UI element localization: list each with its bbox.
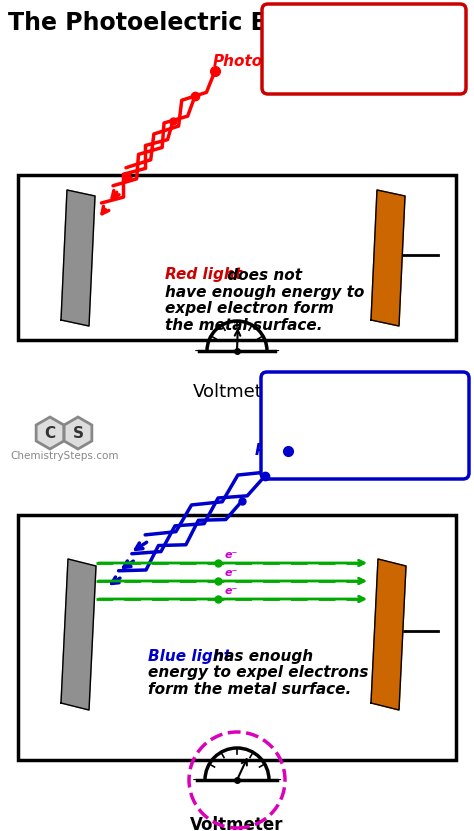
Text: e⁻: e⁻ — [225, 586, 238, 596]
Text: Blue light: Blue light — [148, 648, 231, 663]
Text: Increasing the intensity
does not eject an
electron.: Increasing the intensity does not eject … — [271, 26, 457, 72]
Text: −: − — [194, 345, 204, 357]
Polygon shape — [371, 559, 406, 710]
Text: does not: does not — [222, 268, 302, 283]
Bar — [18, 515, 456, 760]
Text: C: C — [45, 425, 55, 440]
Text: −: − — [270, 345, 280, 357]
Text: e⁻: e⁻ — [225, 550, 238, 560]
Text: Photons: Photons — [213, 54, 283, 69]
Text: Red light: Red light — [165, 268, 242, 283]
Text: Voltmeter: Voltmeter — [193, 383, 281, 401]
Text: Photons: Photons — [255, 443, 325, 458]
Text: have enough energy to: have enough energy to — [165, 284, 365, 299]
Text: Voltmeter: Voltmeter — [190, 816, 284, 831]
Text: has enough: has enough — [208, 648, 313, 663]
Polygon shape — [61, 190, 95, 326]
Text: Increasing the
intensity, increases the
number of ejected
electrons.: Increasing the intensity, increases the … — [273, 395, 456, 457]
Text: The Photoelectric Effect: The Photoelectric Effect — [8, 11, 329, 35]
Text: −: − — [272, 774, 282, 786]
Text: −: − — [192, 774, 202, 786]
Text: S: S — [73, 425, 83, 440]
Text: expel electron form: expel electron form — [165, 302, 334, 317]
Text: ChemistrySteps.com: ChemistrySteps.com — [11, 451, 119, 461]
Text: energy to expel electrons: energy to expel electrons — [148, 666, 368, 681]
Text: form the metal surface.: form the metal surface. — [148, 682, 351, 697]
Text: e⁻: e⁻ — [225, 568, 238, 578]
Polygon shape — [371, 190, 405, 326]
FancyBboxPatch shape — [261, 372, 469, 479]
Bar — [18, 175, 456, 340]
Text: the metal surface.: the metal surface. — [165, 318, 322, 333]
FancyBboxPatch shape — [262, 4, 466, 94]
Polygon shape — [61, 559, 96, 710]
